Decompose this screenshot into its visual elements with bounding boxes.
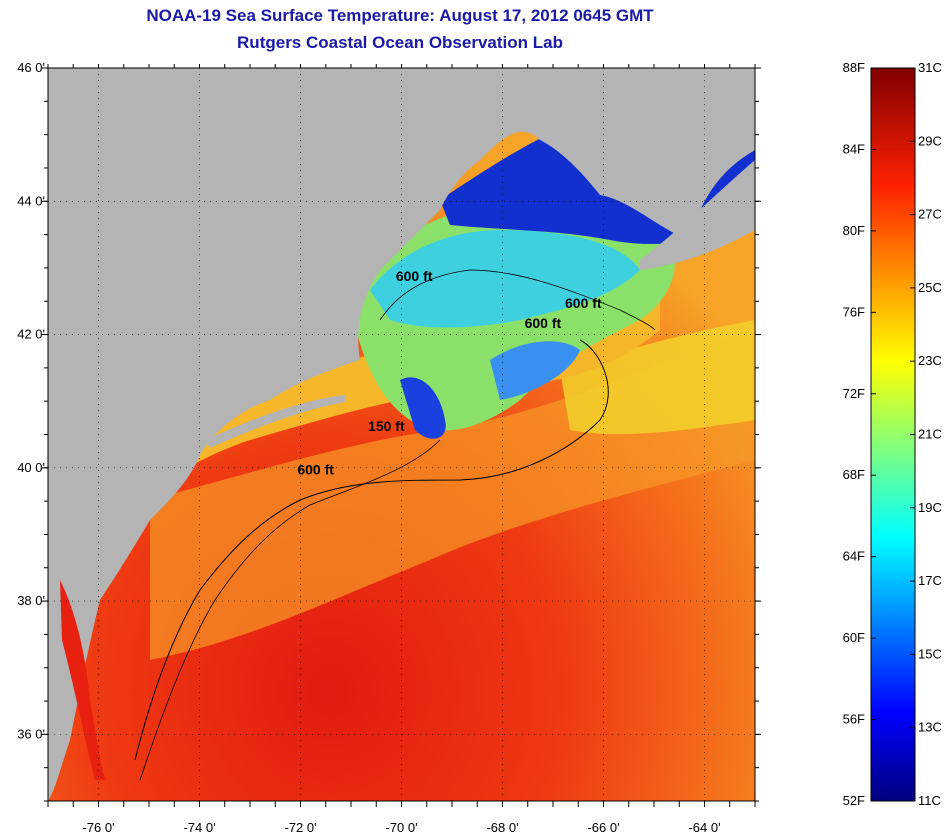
lon-tick-label: -68 0' bbox=[486, 820, 518, 835]
latitude-labels: 46 0' 44 0' 42 0' 40 0' 38 0' 36 0' bbox=[17, 60, 45, 741]
contour-label: 600 ft bbox=[297, 461, 334, 477]
lat-tick-label: 38 0' bbox=[17, 593, 45, 608]
contour-150ft bbox=[139, 439, 441, 781]
colorbar-f-label: 60F bbox=[843, 630, 865, 645]
contour-label: 600 ft bbox=[396, 268, 433, 284]
map-area bbox=[48, 68, 755, 801]
colorbar-c-label: 23C bbox=[918, 353, 942, 368]
colorbar-c-label: 29C bbox=[918, 133, 942, 148]
map-title: NOAA-19 Sea Surface Temperature: August … bbox=[146, 6, 654, 25]
contour-label: 600 ft bbox=[525, 315, 562, 331]
cool-water bbox=[370, 230, 640, 328]
lon-tick-label: -70 0' bbox=[385, 820, 417, 835]
colorbar-f-label: 72F bbox=[843, 386, 865, 401]
chesapeake-bay bbox=[60, 580, 105, 780]
colorbar-c-label: 31C bbox=[918, 60, 942, 75]
lat-tick-label: 44 0' bbox=[17, 193, 45, 208]
colorbar bbox=[870, 67, 916, 802]
colorbar-f-label: 52F bbox=[843, 793, 865, 808]
lon-tick-label: -74 0' bbox=[183, 820, 215, 835]
colorbar-f-label: 84F bbox=[843, 141, 865, 156]
colorbar-c-label: 19C bbox=[918, 500, 942, 515]
map-grid bbox=[48, 68, 755, 801]
warm-eddy bbox=[560, 320, 755, 435]
colorbar-c-label: 21C bbox=[918, 427, 942, 442]
lat-tick-label: 36 0' bbox=[17, 726, 45, 741]
lat-tick-label: 46 0' bbox=[17, 60, 45, 75]
map-ticks bbox=[42, 64, 761, 807]
colorbar-f-label: 88F bbox=[843, 60, 865, 75]
colorbar-f-label: 80F bbox=[843, 223, 865, 238]
lat-tick-label: 40 0' bbox=[17, 460, 45, 475]
land-mass bbox=[48, 68, 755, 801]
contour-600ft-gulf bbox=[379, 269, 656, 331]
long-island bbox=[205, 395, 345, 448]
lon-tick-label: -66 0' bbox=[587, 820, 619, 835]
lon-tick-label: -72 0' bbox=[284, 820, 316, 835]
colorbar-fahrenheit-labels: 88F 84F 80F 76F 72F 68F 64F 60F 56F 52F bbox=[843, 60, 865, 808]
colorbar-f-label: 68F bbox=[843, 467, 865, 482]
colorbar-ticks bbox=[871, 67, 915, 802]
colorbar-c-label: 27C bbox=[918, 207, 942, 222]
nantucket-cold-patch bbox=[400, 377, 446, 439]
georges-bank-cold bbox=[490, 341, 580, 400]
colorbar-c-label: 11C bbox=[918, 793, 941, 808]
colorbar-c-label: 15C bbox=[918, 646, 942, 661]
lon-tick-label: -64 0' bbox=[688, 820, 720, 835]
lon-tick-label: -76 0' bbox=[82, 820, 114, 835]
colorbar-f-label: 64F bbox=[843, 549, 865, 564]
contour-label: 600 ft bbox=[565, 295, 602, 311]
nova-scotia bbox=[640, 160, 755, 270]
contour-label: 150 ft bbox=[368, 418, 405, 434]
lat-tick-label: 42 0' bbox=[17, 327, 45, 342]
colorbar-celsius-labels: 31C 29C 27C 25C 23C 21C 19C 17C 15C 13C 11C bbox=[918, 60, 942, 808]
colorbar-c-label: 17C bbox=[918, 573, 942, 588]
map-subtitle: Rutgers Coastal Ocean Observation Lab bbox=[237, 33, 563, 52]
colorbar-f-label: 56F bbox=[843, 712, 865, 727]
colorbar-c-label: 13C bbox=[918, 720, 942, 735]
longitude-labels: -76 0' -74 0' -72 0' -70 0' -68 0' -66 0' -64 … bbox=[82, 820, 720, 835]
colorbar-f-label: 76F bbox=[843, 304, 865, 319]
colorbar-c-label: 25C bbox=[918, 280, 942, 295]
